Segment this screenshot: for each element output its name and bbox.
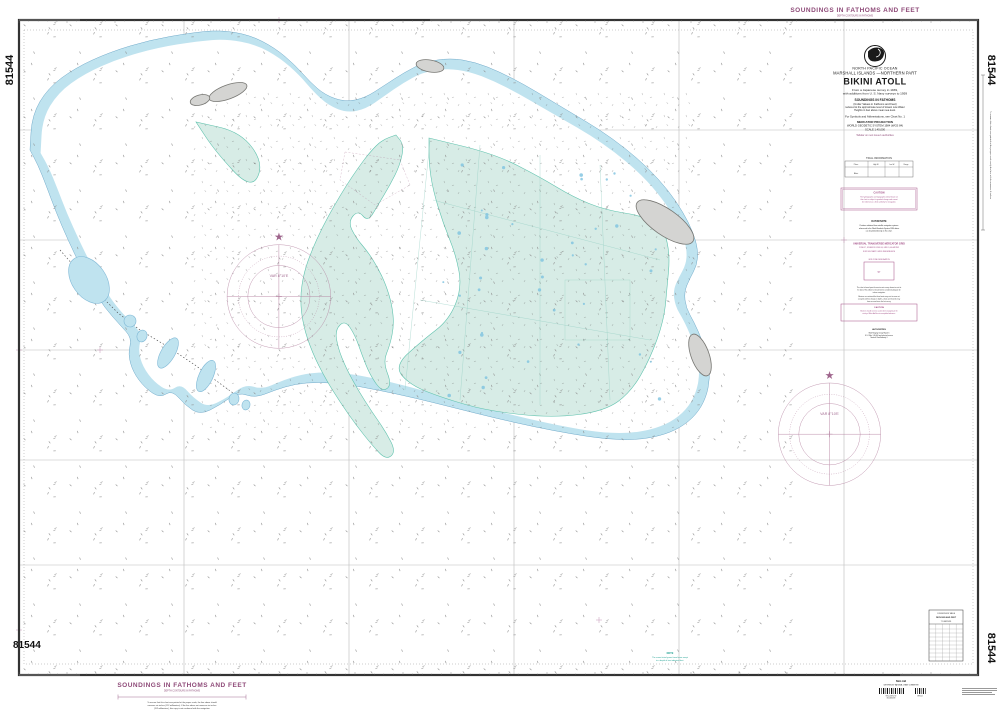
svg-text:SOUNDINGS IN FATHOMS AND FEET: SOUNDINGS IN FATHOMS AND FEET [790, 7, 919, 14]
svg-text:CAUTION: CAUTION [874, 192, 885, 195]
svg-text:★: ★ [274, 232, 284, 244]
svg-text:Positions obtained from satell: Positions obtained from satellite naviga… [860, 224, 899, 227]
svg-text:MERCATOR PROJECTION: MERCATOR PROJECTION [857, 120, 893, 124]
svg-text:CONVERSION TABLE: CONVERSION TABLE [937, 612, 956, 615]
svg-text:To ensure that this chart was: To ensure that this chart was printed at… [147, 701, 216, 704]
svg-text:The hydrographic and topograph: The hydrographic and topographic detail … [860, 195, 898, 198]
svg-text:TIDAL INFORMATION: TIDAL INFORMATION [866, 156, 892, 160]
svg-text:BIKINI ATOLL: BIKINI ATOLL [843, 77, 906, 87]
svg-text:Tabular on next issue's author: Tabular on next issue's authorities [856, 134, 894, 137]
svg-text:Heights in feet above mean sea: Heights in feet above mean sea level. [854, 109, 896, 112]
svg-text:Low W.: Low W. [889, 164, 895, 166]
svg-text:MARSHALL ISLANDS —NORTHERN PAR: MARSHALL ISLANDS —NORTHERN PART [833, 70, 917, 75]
svg-text:DEPTH CONTOURS IN FATHOMS: DEPTH CONTOURS IN FATHOMS [837, 15, 873, 18]
svg-text:SOUNDINGS IN FATHOMS AND FEET: SOUNDINGS IN FATHOMS AND FEET [117, 682, 246, 689]
svg-text:FOR MILITARY GRID REFERENCE: FOR MILITARY GRID REFERENCE [863, 250, 896, 253]
svg-text:with additions from U. S. Navy: with additions from U. S. Navy surveys t… [843, 91, 907, 95]
svg-text:ZONE 57, SPHEROID WGS 84, GRI: ZONE 57, SPHEROID WGS 84, GRID 1,000-MET… [859, 247, 900, 249]
svg-text:Skin Aid: Skin Aid [896, 679, 907, 683]
svg-text:this chart is subject to gradu: this chart is subject to gradual change … [860, 198, 898, 201]
svg-text:BP1524: BP1524 [918, 696, 923, 698]
svg-text:81544: 81544 [4, 54, 16, 85]
svg-text:to a depth of two indicated fe: to a depth of two indicated feet. [656, 659, 684, 662]
svg-text:81544054198: 81544054198 [887, 698, 896, 700]
svg-text:High W.: High W. [873, 164, 879, 166]
svg-text:81544: 81544 [13, 640, 41, 651]
svg-text:★: ★ [825, 370, 835, 382]
svg-text:CAUTION: CAUTION [874, 306, 884, 309]
svg-text:The areas tinted green have be: The areas tinted green have been swept [652, 656, 688, 659]
svg-text:can be plotted directly on thi: can be plotted directly on this chart. [866, 230, 893, 233]
svg-text:DEPTH CONTOURS IN FATHOMS: DEPTH CONTOURS IN FATHOMS [164, 690, 200, 693]
svg-text:81544: 81544 [985, 55, 997, 86]
svg-text:NOTE: NOTE [667, 652, 674, 655]
svg-text:Range: Range [904, 164, 909, 166]
svg-text:VAR 8°10'E: VAR 8°10'E [820, 412, 839, 416]
svg-text:81544: 81544 [985, 633, 997, 664]
svg-text:For Symbols and Abbreviations,: For Symbols and Abbreviations, see Chart… [845, 115, 905, 119]
svg-text:VAR 8°10'E: VAR 8°10'E [270, 274, 289, 278]
svg-text:GRID ZONE DESIGNATION: GRID ZONE DESIGNATION [868, 258, 890, 261]
svg-text:SOUNDINGS IN FATHOMS: SOUNDINGS IN FATHOMS [855, 98, 897, 102]
svg-text:(Under Values in Fathoms and F: (Under Values in Fathoms and Feet) [853, 102, 896, 106]
svg-text:UNIVERSAL TRANSVERSE MERCATOR: UNIVERSAL TRANSVERSE MERCATOR GRID [853, 243, 905, 246]
svg-text:DATUM NOTE: DATUM NOTE [871, 220, 887, 223]
svg-text:measure six inches (152 millim: measure six inches (152 millimeters). If… [148, 704, 217, 707]
svg-text:Place: Place [854, 164, 859, 166]
svg-text:referenced to the World Geodet: referenced to the World Geodetic System … [859, 227, 900, 230]
svg-text:To ensure this chart was print: To ensure this chart was printed at the … [989, 111, 992, 200]
svg-text:FATHOMS AND FEET: FATHOMS AND FEET [936, 616, 957, 619]
svg-text:WORLD GEODETIC SYSTEM 1984 (WG: WORLD GEODETIC SYSTEM 1984 (WGS 84) [847, 123, 903, 127]
svg-text:Bikini: Bikini [854, 173, 859, 175]
svg-text:978-1-84978-772: 978-1-84978-772 [886, 696, 897, 698]
svg-text:AUTHORITIES: AUTHORITIES [872, 328, 886, 331]
svg-text:be relied on as a final author: be relied on as a final authority for na… [862, 201, 897, 204]
svg-text:TO METERS: TO METERS [941, 621, 952, 623]
svg-text:SCALE 1:45,000: SCALE 1:45,000 [865, 127, 886, 131]
